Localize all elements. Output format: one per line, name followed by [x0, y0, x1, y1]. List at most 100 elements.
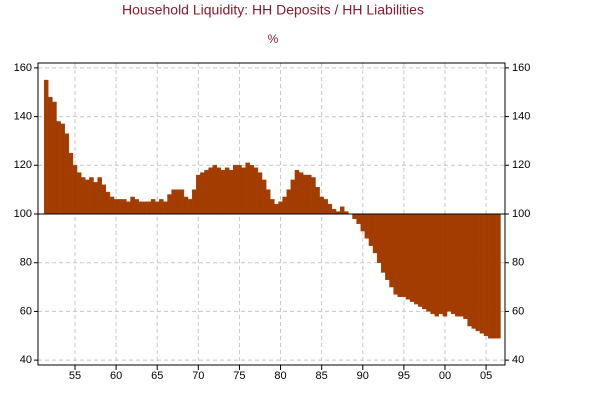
x-tick-label: 05	[480, 370, 492, 382]
bar	[307, 174, 312, 215]
bar	[171, 189, 176, 215]
bar	[237, 165, 242, 215]
bar	[422, 213, 427, 310]
bar	[163, 201, 168, 215]
bar	[216, 167, 222, 215]
y-tick-label: 80	[20, 257, 32, 269]
bar	[64, 133, 70, 215]
y-tick-label: 160	[14, 62, 32, 74]
bar	[43, 79, 49, 215]
bar	[270, 199, 275, 215]
x-tick-label: 70	[192, 370, 204, 382]
plot-frame	[37, 62, 506, 366]
bar	[212, 165, 218, 215]
bar	[80, 177, 86, 215]
bar	[331, 208, 337, 215]
bar	[483, 213, 489, 336]
bar	[418, 213, 423, 307]
bar	[101, 184, 107, 215]
chart-subtitle: %	[268, 32, 279, 46]
bar	[126, 201, 131, 215]
y-tick-label: 60	[20, 305, 32, 317]
y2-tick-label: 60	[512, 305, 524, 317]
bar	[134, 199, 139, 215]
bar	[146, 201, 152, 215]
bar	[224, 167, 230, 215]
bar	[196, 174, 201, 215]
bar	[401, 213, 407, 298]
y2-tick-label: 80	[512, 257, 524, 269]
bar	[179, 189, 185, 215]
bar	[302, 174, 308, 215]
x-tick-label: 55	[69, 370, 81, 382]
bar	[204, 169, 209, 215]
bar	[97, 177, 102, 215]
bar	[397, 213, 403, 298]
y2-tick-label: 140	[512, 110, 530, 122]
bar	[138, 201, 144, 215]
bar	[376, 213, 382, 263]
bar	[60, 123, 65, 215]
bar	[150, 199, 156, 215]
x-tick-label: 95	[398, 370, 410, 382]
bar	[323, 199, 329, 215]
bar	[85, 179, 90, 215]
y-tick-label: 40	[20, 354, 32, 366]
bar	[372, 213, 378, 254]
x-tick-label: 60	[110, 370, 122, 382]
bar	[471, 213, 477, 329]
bar	[389, 213, 394, 288]
bar	[286, 189, 292, 215]
bar	[72, 165, 78, 215]
bar	[290, 179, 296, 215]
bar	[487, 213, 493, 339]
bar	[175, 189, 181, 215]
bar	[298, 172, 304, 215]
bar	[245, 162, 250, 215]
bar	[105, 191, 111, 215]
bar	[89, 177, 94, 215]
x-tick-label: 90	[357, 370, 369, 382]
y2-tick-label: 40	[512, 354, 524, 366]
bar	[191, 189, 197, 215]
bar	[56, 121, 61, 215]
bar	[122, 199, 127, 215]
bar	[455, 213, 460, 317]
y2-tick-label: 100	[512, 208, 530, 220]
bar	[265, 189, 271, 215]
bar	[253, 167, 259, 215]
bar	[200, 172, 205, 215]
bar	[413, 213, 419, 305]
bar	[208, 167, 213, 215]
bar	[113, 199, 119, 215]
bar	[315, 187, 320, 215]
x-tick-label: 65	[151, 370, 163, 382]
bar	[381, 213, 386, 273]
bar	[261, 179, 267, 215]
bar	[409, 213, 415, 302]
bar	[183, 196, 189, 215]
bar	[48, 96, 53, 215]
bar	[187, 199, 193, 215]
y2-tick-label: 160	[512, 62, 530, 74]
bar	[274, 204, 279, 215]
bar	[446, 213, 452, 312]
bar	[492, 213, 497, 339]
bar	[352, 213, 357, 220]
bar	[360, 213, 366, 232]
bar	[463, 213, 468, 319]
bar	[228, 169, 234, 215]
bar	[364, 213, 370, 239]
bar	[93, 182, 98, 215]
bar	[68, 152, 74, 215]
bar	[241, 167, 246, 215]
bar	[405, 213, 411, 300]
bar	[356, 213, 361, 224]
bar	[426, 213, 431, 312]
bar	[459, 213, 464, 317]
bar	[339, 206, 345, 215]
chart-title: Household Liquidity: HH Deposits / HH Li…	[122, 2, 424, 18]
bar	[368, 213, 374, 246]
bar	[438, 213, 444, 315]
